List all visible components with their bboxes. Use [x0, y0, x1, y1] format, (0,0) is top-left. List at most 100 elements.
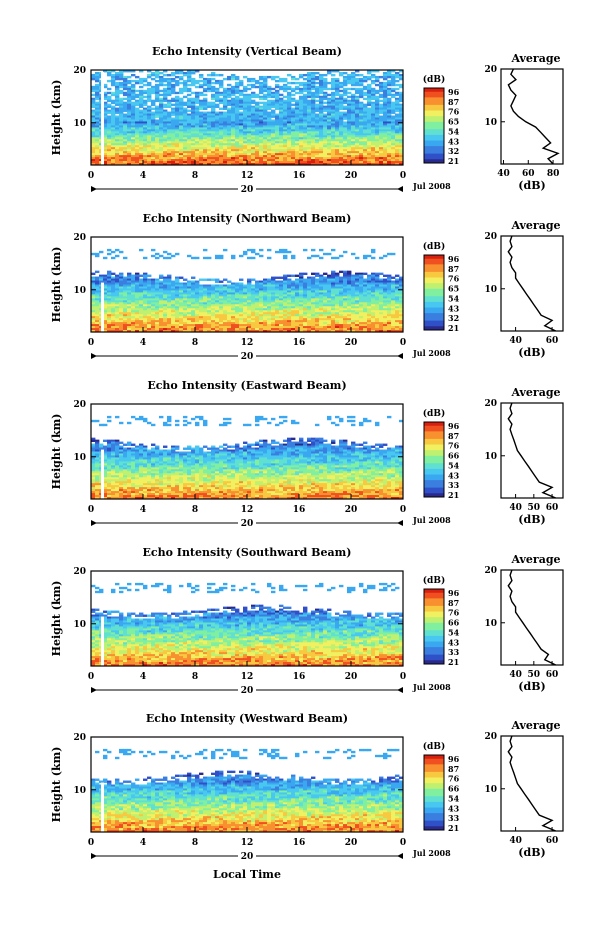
heatmap-cell [219, 316, 224, 319]
heatmap-cell [103, 155, 108, 158]
heatmap-cell [283, 282, 288, 285]
heatmap-cell [115, 91, 120, 95]
heatmap-cell [183, 143, 188, 146]
heatmap-cell [391, 292, 396, 295]
heatmap-cell [259, 248, 264, 252]
heatmap-cell [355, 133, 360, 136]
heatmap-cell [299, 81, 304, 85]
heatmap-cell [247, 300, 252, 303]
heatmap-cell [299, 97, 304, 101]
heatmap-cell [167, 137, 172, 140]
heatmap-cell [339, 83, 344, 87]
heatmap-cell [315, 163, 320, 166]
heatmap-cell [211, 135, 216, 138]
heatmap-cell [123, 85, 128, 89]
heatmap-cell [351, 161, 356, 164]
heatmap-cell [223, 117, 228, 120]
heatmap-cell [203, 83, 208, 87]
heatmap-cell [163, 310, 168, 313]
heatmap-cell [227, 121, 232, 124]
heatmap-cell [311, 157, 316, 160]
heatmap-cell [291, 157, 296, 160]
heatmap-cell [255, 111, 260, 114]
heatmap-cell [267, 312, 272, 315]
heatmap-cell [307, 149, 312, 152]
heatmap-cell [351, 300, 356, 303]
heatmap-cell [383, 81, 388, 85]
heatmap-cell [91, 97, 96, 101]
heatmap-cell [155, 252, 160, 256]
heatmap-cell [235, 157, 240, 160]
heatmap-cell [331, 137, 336, 140]
heatmap-cell [223, 113, 228, 116]
heatmap-cell [119, 290, 124, 293]
heatmap-cell [391, 306, 396, 309]
heatmap-cell [143, 290, 148, 293]
heatmap-cell [123, 161, 128, 164]
heatmap-cell [243, 103, 248, 107]
heatmap-cell [103, 300, 108, 303]
heatmap-cell [219, 153, 224, 156]
heatmap-cell [283, 117, 288, 120]
heatmap-cell [303, 73, 308, 77]
heatmap-cell [371, 296, 376, 299]
heatmap-cell [243, 99, 248, 103]
heatmap-cell [199, 79, 204, 83]
heatmap-cell [111, 282, 116, 285]
heatmap-cell [227, 149, 232, 152]
heatmap-cell [311, 95, 316, 99]
heatmap-cell [115, 298, 120, 301]
heatmap-cell [227, 290, 232, 293]
heatmap-cell [231, 159, 236, 162]
heatmap-cell [103, 109, 108, 112]
heatmap-cell [239, 300, 244, 303]
heatmap-cell [395, 117, 400, 120]
heatmap-cell [219, 85, 224, 89]
heatmap-cell [235, 145, 240, 148]
heatmap-cell [339, 151, 344, 154]
heatmap-cell [183, 95, 188, 99]
heatmap-cell [363, 103, 368, 107]
heatmap-cell [235, 111, 240, 114]
heatmap-cell [151, 278, 156, 281]
heatmap-cell [331, 302, 336, 305]
heatmap-cell [279, 159, 284, 162]
heatmap-cell [91, 252, 96, 256]
heatmap-cell [215, 306, 220, 309]
heatmap-cell [127, 103, 132, 107]
heatmap-cell [231, 316, 236, 319]
heatmap-cell [319, 153, 324, 156]
heatmap-cell [159, 133, 164, 136]
heatmap-cell [115, 282, 120, 285]
heatmap-cell [355, 113, 360, 116]
heatmap-cell [303, 290, 308, 293]
heatmap-cell [275, 163, 280, 166]
heatmap-cell [319, 276, 324, 279]
heatmap-cell [255, 133, 260, 136]
colorbar-strip [424, 151, 444, 155]
heatmap-cell [395, 75, 400, 79]
heatmap-cell [143, 115, 148, 118]
heatmap-cell [275, 107, 280, 110]
heatmap-cell [151, 121, 156, 124]
heatmap-cell [331, 151, 336, 154]
heatmap-cell [187, 290, 192, 293]
heatmap-cell [171, 83, 176, 87]
heatmap-cell [307, 302, 312, 305]
heatmap-cell [247, 105, 252, 109]
heatmap-cell [175, 70, 180, 73]
heatmap-cell [275, 250, 280, 254]
heatmap-cell [307, 278, 312, 281]
heatmap-cell [207, 117, 212, 120]
heatmap-cell [339, 292, 344, 295]
heatmap-cell [143, 123, 148, 126]
heatmap-cell [351, 163, 356, 166]
heatmap-cell [239, 117, 244, 120]
heatmap-cell [399, 70, 404, 73]
heatmap-cell [107, 300, 112, 303]
heatmap-cell [191, 129, 196, 132]
heatmap-cell [95, 296, 100, 299]
heatmap-cell [135, 141, 140, 144]
heatmap-cell [339, 73, 344, 77]
heatmap-cell [255, 159, 260, 162]
